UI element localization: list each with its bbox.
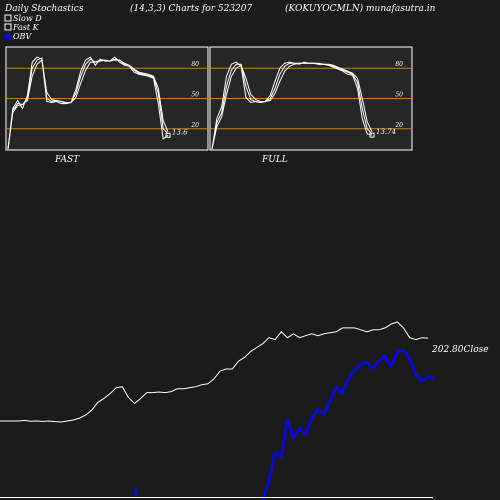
- fast-series-2: [7, 59, 169, 150]
- close-suffix: Close: [464, 345, 489, 355]
- level-label-50: 50: [395, 92, 403, 99]
- close-price-line: [0, 321, 429, 423]
- level-label-50: 50: [191, 92, 199, 99]
- full-series-2: [211, 62, 373, 150]
- legend-label-fast-k: Fast K: [12, 23, 40, 32]
- close-value-label: 202.80Close: [431, 345, 489, 355]
- close-value: 202.80: [431, 345, 464, 355]
- full-last-point: [369, 132, 375, 138]
- header-symbol: (KOKUYOCMLN) munafasutra.in: [285, 3, 436, 14]
- level-label-20: 20: [190, 122, 199, 129]
- legend-item-fast-k: Fast K: [4, 23, 40, 32]
- legend-swatch-slow-d: [4, 14, 12, 22]
- obv-line: [261, 348, 435, 500]
- price-chart: 202.80Close: [0, 321, 489, 500]
- fast-series-1: [7, 57, 169, 150]
- legend-label-slow-d: Slow D: [13, 14, 42, 23]
- fast-series-0: [7, 56, 169, 150]
- level-label-80: 80: [395, 61, 403, 68]
- header-title: Daily Stochastics: [4, 4, 84, 14]
- level-label-20: 20: [394, 122, 403, 129]
- level-label-80: 80: [191, 61, 199, 68]
- fast-panel-title: FAST: [54, 155, 80, 165]
- fast-last-point: [165, 132, 171, 138]
- obv-marker: [134, 488, 137, 496]
- legend-label-obv: OBV: [13, 32, 32, 41]
- legend-swatch-fast-k: [4, 23, 12, 31]
- legend: Slow D Fast K OBV: [4, 14, 42, 41]
- full-panel-title: FULL: [261, 155, 288, 165]
- legend-item-obv: OBV: [5, 32, 32, 41]
- legend-item-slow-d: Slow D: [4, 14, 42, 23]
- full-series-1: [211, 62, 373, 150]
- full-last-value: 13.74: [376, 128, 396, 136]
- legend-swatch-obv: [5, 33, 11, 39]
- fast-last-value: 13.6: [172, 128, 188, 136]
- header-params: (14,3,3) Charts for 523207: [130, 3, 252, 14]
